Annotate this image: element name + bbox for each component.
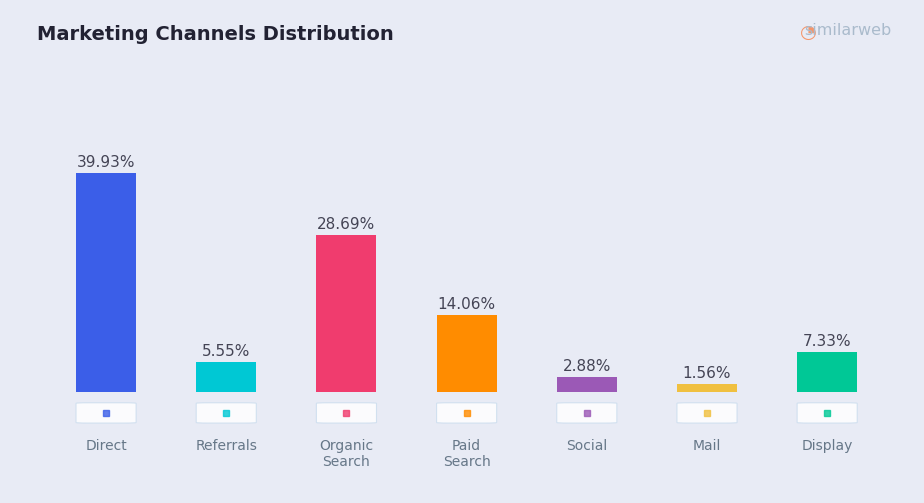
Bar [196, 362, 256, 392]
Text: similarweb: similarweb [805, 23, 892, 38]
Bar [557, 377, 617, 392]
FancyBboxPatch shape [76, 403, 136, 423]
Text: 2.88%: 2.88% [563, 359, 611, 374]
Text: ◔: ◔ [800, 23, 817, 42]
FancyBboxPatch shape [436, 403, 497, 423]
Bar [677, 384, 737, 392]
FancyBboxPatch shape [677, 403, 737, 423]
Text: 28.69%: 28.69% [317, 217, 375, 232]
Bar [316, 235, 376, 392]
Bar [76, 173, 136, 392]
FancyBboxPatch shape [797, 403, 857, 423]
Text: 1.56%: 1.56% [683, 366, 731, 381]
FancyBboxPatch shape [196, 403, 256, 423]
FancyBboxPatch shape [557, 403, 617, 423]
Text: 39.93%: 39.93% [77, 155, 135, 171]
Bar [797, 352, 857, 392]
Text: 14.06%: 14.06% [438, 297, 495, 312]
Text: Marketing Channels Distribution: Marketing Channels Distribution [37, 25, 394, 44]
FancyBboxPatch shape [316, 403, 376, 423]
Text: 5.55%: 5.55% [202, 344, 250, 359]
Text: 7.33%: 7.33% [803, 334, 852, 350]
Bar [436, 315, 497, 392]
